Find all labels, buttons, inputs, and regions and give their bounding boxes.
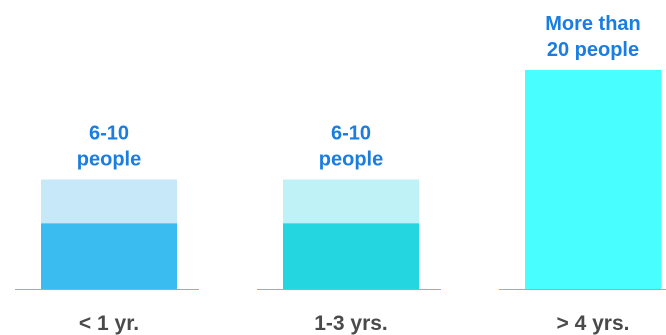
bar-solid-segment [283, 223, 419, 289]
bar-range-segment [283, 179, 419, 224]
bars-group [15, 70, 666, 290]
category-label: < 1 yr. [79, 312, 139, 335]
value-label: people [319, 149, 383, 171]
value-label: people [77, 149, 141, 171]
value-label: More than [545, 13, 641, 35]
category-label: 1-3 yrs. [314, 312, 388, 335]
value-label: 6-10 [89, 123, 129, 145]
value-label: 20 people [547, 39, 639, 61]
bar-solid-segment [525, 70, 661, 289]
bar-range-segment [41, 179, 177, 224]
category-labels-group: < 1 yr. 1-3 yrs. > 4 yrs. [79, 312, 630, 335]
bar-solid-segment [41, 223, 177, 289]
value-label: 6-10 [331, 123, 371, 145]
category-label: > 4 yrs. [557, 312, 630, 335]
value-labels-group: 6-10 people 6-10 people More than 20 people [77, 13, 641, 171]
